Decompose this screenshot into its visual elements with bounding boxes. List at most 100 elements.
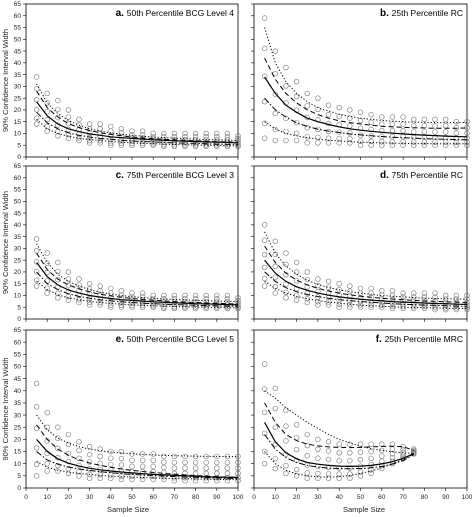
data-point: [182, 134, 188, 140]
y-tick-label: 60: [14, 13, 22, 20]
data-point: [379, 127, 385, 134]
data-point: [400, 290, 406, 296]
y-tick-label: 20: [14, 437, 22, 444]
y-tick-label: 55: [14, 187, 22, 194]
data-point: [86, 475, 93, 481]
data-point: [65, 465, 72, 472]
data-point: [203, 465, 209, 471]
data-point: [171, 143, 178, 150]
x-axis-label-right: Sample Size: [343, 505, 385, 514]
data-point: [432, 294, 438, 300]
data-point: [304, 103, 310, 109]
data-point: [55, 259, 61, 266]
data-point: [347, 130, 353, 136]
data-point: [272, 405, 278, 412]
data-point: [400, 452, 406, 458]
data-point: [129, 457, 135, 464]
data-point: [55, 295, 61, 301]
data-point: [86, 121, 93, 127]
data-point: [44, 90, 50, 97]
data-point: [315, 446, 321, 452]
data-point: [76, 439, 82, 445]
data-point: [464, 302, 470, 308]
x-tick-label: 80: [192, 494, 200, 501]
data-point: [325, 448, 332, 454]
data-point: [118, 288, 125, 294]
data-point: [235, 297, 241, 304]
y-tick-label: 50: [14, 364, 22, 371]
data-point: [304, 431, 310, 438]
y-tick-label: 25: [14, 95, 22, 102]
data-point: [261, 45, 268, 52]
data-point: [192, 465, 199, 471]
y-tick-label: 60: [14, 175, 22, 182]
data-point: [283, 407, 289, 413]
data-point: [325, 439, 332, 445]
y-tick-label: 60: [14, 339, 22, 346]
data-point: [357, 285, 364, 292]
data-point: [33, 461, 40, 468]
data-point: [315, 134, 321, 141]
data-point: [421, 142, 428, 148]
data-point: [86, 137, 93, 144]
data-point: [129, 476, 135, 483]
y-tick-label: 5: [17, 304, 21, 311]
data-point: [357, 142, 364, 148]
y-tick-label: 45: [14, 48, 22, 55]
data-point: [214, 465, 220, 471]
data-point: [453, 142, 460, 148]
chart-panel-a: 0 5 10 15 20 25 30 35 40 45 50 55 60 65 a. 50th Percen…: [1, 1, 241, 161]
data-point: [347, 140, 353, 146]
data-point: [171, 305, 178, 312]
y-tick-label: 15: [14, 281, 22, 288]
data-point: [139, 476, 146, 483]
data-point: [453, 130, 460, 136]
data-point: [347, 107, 353, 113]
data-point: [336, 135, 342, 142]
y-tick-label: 65: [14, 1, 22, 8]
data-point: [161, 296, 167, 302]
data-point: [368, 302, 374, 308]
x-tick-label: 20: [65, 494, 73, 501]
panel-title: a. 50th Percentile BCG Level 4: [116, 8, 235, 19]
data-point: [336, 458, 342, 464]
data-point: [235, 459, 241, 466]
data-point: [171, 459, 178, 466]
data-point: [347, 471, 353, 477]
data-point: [400, 121, 406, 127]
data-point: [139, 302, 146, 309]
data-point: [272, 263, 278, 270]
data-point: [97, 471, 103, 478]
data-point: [150, 463, 156, 470]
series-line-dashdot: [36, 111, 239, 145]
data-point: [97, 140, 103, 146]
data-point: [55, 462, 61, 469]
data-point: [44, 409, 50, 416]
data-point: [139, 290, 146, 296]
data-point: [182, 292, 188, 299]
panel-title-text: 75th Percentile RC: [392, 170, 463, 180]
data-point: [293, 119, 300, 126]
data-point: [139, 131, 146, 138]
data-point: [400, 303, 406, 310]
data-point: [325, 128, 332, 135]
data-point: [86, 451, 93, 458]
data-point: [139, 128, 146, 134]
data-point: [33, 380, 40, 387]
data-point: [443, 129, 449, 135]
data-point: [76, 116, 82, 123]
data-point: [283, 423, 289, 429]
data-point: [464, 130, 470, 136]
data-point: [171, 478, 178, 484]
data-point: [283, 261, 289, 268]
data-point: [272, 110, 278, 117]
data-point: [150, 304, 156, 310]
x-tick-label: 70: [399, 494, 407, 501]
y-tick-label: 10: [14, 131, 22, 138]
data-point: [86, 299, 93, 305]
y-axis-label: 90% Confidence Interval Width: [1, 358, 10, 461]
data-point: [171, 465, 178, 471]
series-line-dash: [264, 402, 414, 451]
